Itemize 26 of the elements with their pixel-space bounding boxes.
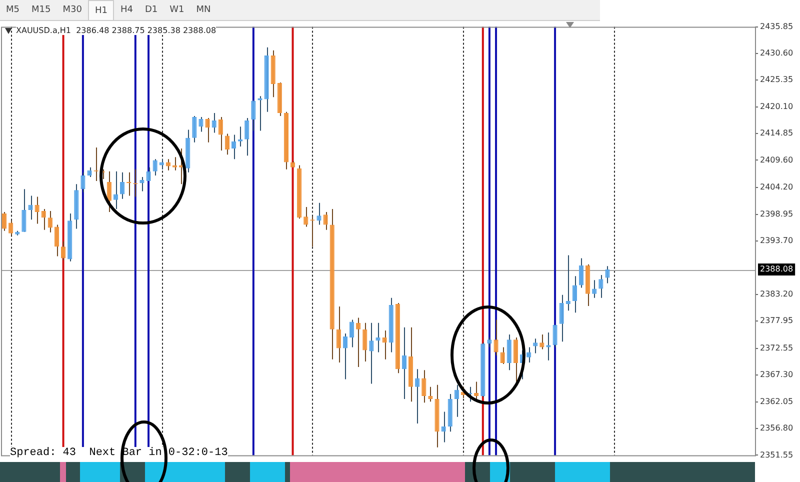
text: H4	[119, 4, 134, 17]
y-tick-label: 2383.20	[760, 289, 794, 298]
y-tick-label: 2393.70	[760, 236, 794, 246]
y-tick-label: 2425.35	[760, 75, 794, 84]
y-tick-label: 2420.10	[760, 102, 794, 111]
y-tick-label: 2398.95	[760, 209, 794, 218]
text: M15	[30, 4, 52, 17]
y-tick-label: 2356.80	[760, 424, 794, 433]
y-tick-label: 2372.55	[760, 344, 794, 353]
text: M30	[62, 4, 83, 17]
text: D1	[144, 4, 159, 17]
text: H1	[88, 0, 114, 20]
y-tick-label: 2435.85	[760, 22, 794, 31]
y-tick-label: 2430.60	[760, 48, 794, 58]
y-tick-label: 2351.55	[760, 450, 794, 460]
y-tick-label: 2409.60	[760, 155, 794, 164]
y-tick-label: 2362.05	[760, 396, 794, 406]
y-tick-label: 2367.30	[760, 370, 794, 380]
chart-title: XAUUSD.a,H1 2386.48 2388.75 2385.38 2388.08	[16, 26, 216, 35]
y-tick-label: 2377.95	[760, 316, 794, 326]
ref-line-label: 2388.08	[760, 264, 794, 274]
text: W1	[168, 4, 186, 17]
text: MN	[195, 4, 212, 17]
text: M5	[5, 4, 20, 17]
y-tick-label: 2414.85	[760, 128, 794, 138]
y-tick-label: 2404.20	[760, 182, 794, 192]
